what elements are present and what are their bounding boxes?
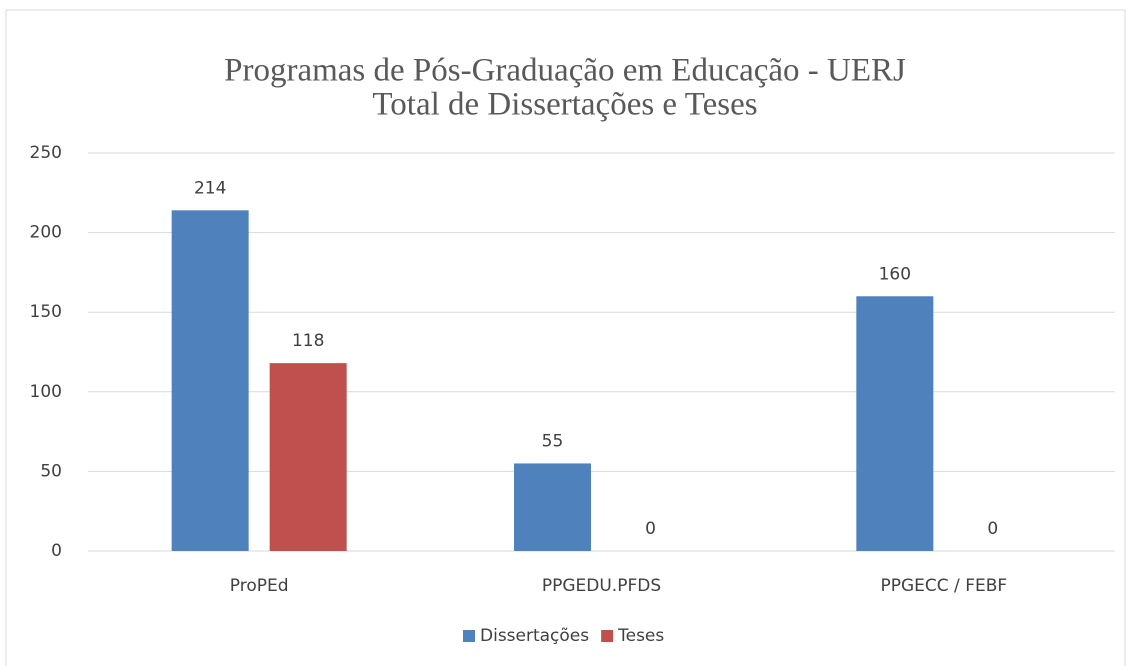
y-tick-label: 150 [30,302,62,322]
bar [269,363,347,551]
y-tick-label: 200 [30,223,62,243]
y-tick-label: 100 [30,382,62,402]
chart-title: Programas de Pós-Graduação em Educação -… [224,53,906,89]
legend-label: Teses [617,626,664,646]
legend-swatch [463,630,475,642]
y-tick-label: 0 [51,541,62,561]
legend-label: Dissertações [480,626,589,646]
data-label: 55 [542,431,564,451]
x-tick-label: PPGECC / FEBF [881,576,1008,596]
data-label: 214 [194,178,226,198]
data-label: 0 [645,519,656,539]
data-label: 118 [292,331,324,351]
bar [171,210,249,551]
data-label: 160 [879,264,911,284]
x-tick-label: ProPEd [230,576,289,596]
bar [514,463,591,551]
legend-swatch [601,630,614,642]
y-tick-label: 250 [30,143,62,163]
y-tick-label: 50 [40,461,62,481]
data-label: 0 [987,519,998,539]
chart-title: Total de Dissertações e Teses [372,87,757,123]
bar [856,296,934,551]
x-tick-label: PPGEDU.PFDS [542,576,661,596]
